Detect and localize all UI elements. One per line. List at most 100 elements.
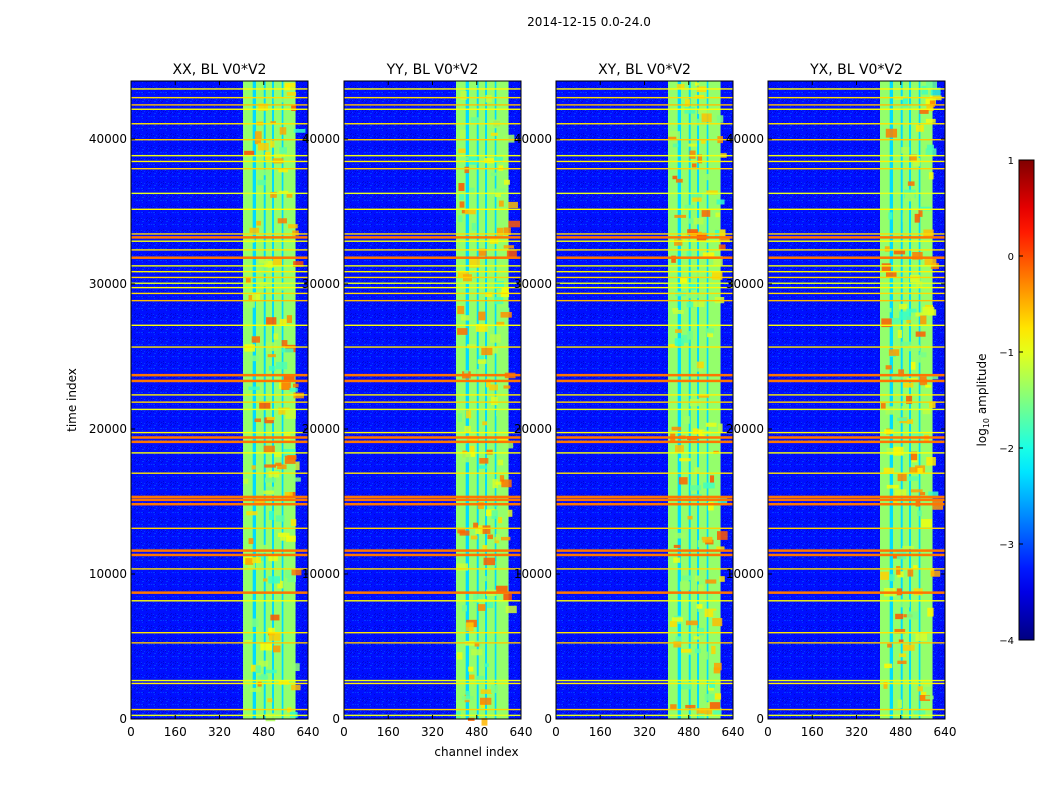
heatmap-cell xyxy=(478,311,486,321)
heatmap-cell xyxy=(679,277,687,285)
heatmap-cell xyxy=(243,632,254,641)
heatmap-cell xyxy=(895,613,904,620)
heatmap-cell xyxy=(912,251,923,260)
rfi-row xyxy=(768,642,945,644)
rfi-row xyxy=(131,236,308,239)
rfi-row xyxy=(768,498,945,502)
heatmap-cell xyxy=(490,334,501,343)
rfi-row xyxy=(768,236,945,239)
rfi-row xyxy=(131,401,308,403)
heatmap-cell xyxy=(674,445,684,454)
y-tick-label: 20000 xyxy=(726,422,764,436)
heatmap-cell xyxy=(464,209,476,215)
heatmap-cell xyxy=(293,477,301,482)
rfi-row xyxy=(131,249,308,251)
heatmap-cell xyxy=(921,519,933,528)
rfi-row xyxy=(344,233,521,235)
heatmap-cell xyxy=(266,416,276,421)
rfi-row xyxy=(556,108,733,110)
heatmap-cell xyxy=(675,329,682,333)
heatmap-cell xyxy=(925,118,936,123)
rfi-row xyxy=(344,600,521,602)
heatmap-cell xyxy=(246,511,258,516)
rfi-row xyxy=(768,96,945,99)
heatmap-cell xyxy=(906,395,913,404)
heatmap-cell xyxy=(690,485,702,491)
heatmap-cell xyxy=(281,348,294,353)
rfi-row xyxy=(556,495,733,499)
heatmap-cell xyxy=(698,394,710,398)
y-tick-label: 20000 xyxy=(302,422,340,436)
heatmap-cell xyxy=(459,193,465,200)
heatmap-cell xyxy=(460,91,467,101)
heatmap-cell xyxy=(263,445,275,454)
heatmap-cell xyxy=(917,686,923,692)
y-axis-label: time index xyxy=(65,368,79,432)
heatmap-cell xyxy=(500,307,510,314)
heatmap-cell xyxy=(259,169,270,176)
rfi-row xyxy=(131,452,308,454)
heatmap-cell xyxy=(485,95,492,103)
rfi-row xyxy=(556,240,733,242)
rfi-row xyxy=(131,431,308,434)
rfi-row xyxy=(131,632,308,634)
heatmap-cell xyxy=(278,168,288,173)
rfi-row xyxy=(768,527,945,529)
y-tick-label: 0 xyxy=(332,712,340,726)
rfi-row xyxy=(344,104,521,106)
rfi-row xyxy=(344,108,521,110)
y-tick-label: 40000 xyxy=(514,132,552,146)
heatmap-cell xyxy=(477,604,486,611)
heatmap-cell xyxy=(697,108,710,115)
rfi-row xyxy=(131,104,308,106)
heatmap-cell xyxy=(674,214,687,218)
heatmap-signal-band xyxy=(243,81,296,719)
heatmap-cell xyxy=(286,315,293,324)
heatmap-cell xyxy=(916,281,923,287)
heatmap-cell xyxy=(253,498,266,506)
heatmap-cell xyxy=(925,384,932,388)
heatmap-cell xyxy=(880,403,886,409)
heatmap-cell xyxy=(928,491,939,499)
heatmap-cell xyxy=(496,227,504,236)
y-tick-label: 10000 xyxy=(302,567,340,581)
heatmap-cell xyxy=(684,204,695,211)
heatmap-cell xyxy=(901,341,912,347)
y-tick-label: 10000 xyxy=(514,567,552,581)
heatmap-cell xyxy=(893,250,906,255)
heatmap-cell xyxy=(478,248,487,256)
heatmap-cell xyxy=(466,435,479,443)
heatmap-cell xyxy=(466,344,477,349)
heatmap-cell xyxy=(716,199,725,205)
rfi-row xyxy=(768,408,945,411)
heatmap-cell xyxy=(685,704,696,709)
heatmap-band-gap xyxy=(677,81,682,719)
heatmap-cell xyxy=(244,344,256,352)
heatmap-cell xyxy=(495,481,505,485)
heatmap-cell xyxy=(684,107,696,114)
heatmap-cell xyxy=(686,302,696,308)
heatmap-cell xyxy=(686,648,697,655)
heatmap-cell xyxy=(277,464,287,470)
rfi-row xyxy=(131,324,308,326)
rfi-row xyxy=(344,708,521,711)
heatmap-cell xyxy=(915,633,928,642)
heatmap-cell xyxy=(885,406,895,415)
heatmap-band-gap xyxy=(476,81,479,719)
heatmap-cell xyxy=(258,103,268,111)
heatmap-cell xyxy=(480,576,487,582)
heatmap-band-gap xyxy=(900,81,903,719)
rfi-row xyxy=(344,436,521,439)
rfi-row xyxy=(768,256,945,259)
x-tick-label: 640 xyxy=(297,725,320,739)
rfi-row xyxy=(768,431,945,434)
heatmap-cell xyxy=(713,662,722,671)
heatmap-cell xyxy=(881,263,891,272)
heatmap-cell xyxy=(478,355,485,362)
heatmap-cell xyxy=(912,158,921,167)
x-tick-label: 0 xyxy=(552,725,560,739)
heatmap-cell xyxy=(485,292,493,297)
heatmap-cell xyxy=(929,100,936,107)
heatmap-cell xyxy=(280,532,286,541)
heatmap-cell xyxy=(678,477,688,485)
